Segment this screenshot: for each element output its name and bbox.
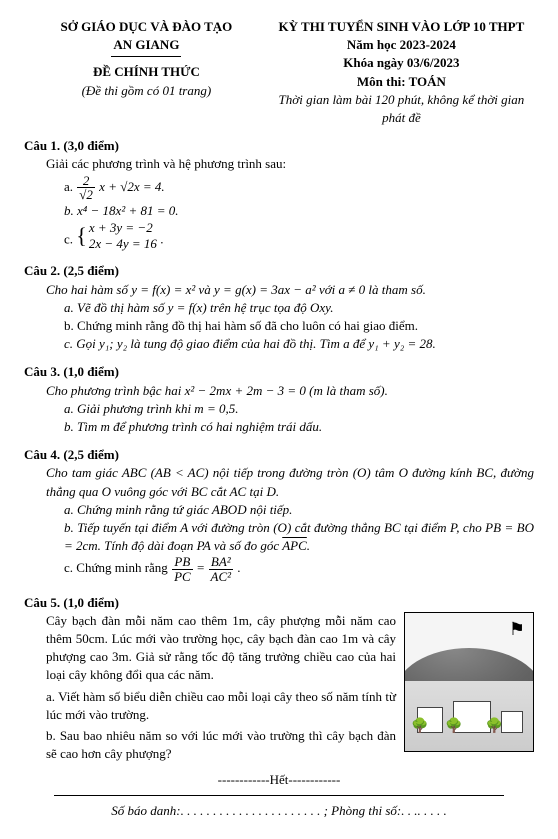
footer-right: ; Phòng thi số:. . .. . . . . <box>324 803 447 818</box>
q1-a: a. 2 √2 x + √2x = 4. <box>64 174 534 202</box>
brace-icon: { <box>76 225 87 247</box>
q4-c-f2-den: AC² <box>209 570 234 584</box>
q2-a: a. Vẽ đồ thị hàm số y = f(x) trên hệ trụ… <box>64 299 534 317</box>
tree-icon: 🌳 <box>411 717 428 737</box>
q5-text: Cây bạch đàn mỗi năm cao thêm 1m, cây ph… <box>46 612 396 764</box>
header-right: KỲ THI TUYỂN SINH VÀO LỚP 10 THPT Năm họ… <box>269 18 534 127</box>
q4-a: a. Chứng minh rằng tứ giác ABOD nội tiếp… <box>64 501 534 519</box>
q1-c-line2: 2x − 4y = 16 <box>89 236 157 251</box>
q5-wrap: Cây bạch đàn mỗi năm cao thêm 1m, cây ph… <box>24 612 534 764</box>
q4-c-f1-num: PB <box>172 555 193 570</box>
duration-line: Thời gian làm bài 120 phút, không kể thờ… <box>269 91 534 127</box>
q3-title: Câu 3. (1,0 điểm) <box>24 363 534 381</box>
school-year: Năm học 2023-2024 <box>269 36 534 54</box>
q5-p1: Cây bạch đàn mỗi năm cao thêm 1m, cây ph… <box>46 612 396 685</box>
q1-c-dot: . <box>160 231 163 246</box>
q1-a-den: √2 <box>77 188 95 202</box>
q4-title: Câu 4. (2,5 điểm) <box>24 446 534 464</box>
q5-b: b. Sau bao nhiêu năm so với lúc mới vào … <box>46 727 396 763</box>
official-line: ĐỀ CHÍNH THỨC <box>24 63 269 81</box>
q4-b-part2: . <box>307 538 310 553</box>
q2-lead: Cho hai hàm số y = f(x) = x² và y = g(x)… <box>46 281 534 299</box>
footer-divider <box>54 795 504 796</box>
q2-b: b. Chứng minh rằng đồ thị hai hàm số đã … <box>64 317 534 335</box>
q4-c-f1-den: PC <box>172 570 193 584</box>
q4-b: b. Tiếp tuyến tại điểm A với đường tròn … <box>64 519 534 555</box>
end-marker: ------------Hết------------ <box>24 771 534 789</box>
pages-line: (Đề thi gồm có 01 trang) <box>24 82 269 100</box>
q1-c-line1: x + 3y = −2 <box>89 220 153 235</box>
q4-c-prefix: c. Chứng minh rằng <box>64 560 171 575</box>
q3-a: a. Giải phương trình khi m = 0,5. <box>64 400 534 418</box>
footer-row: Số báo danh:. . . . . . . . . . . . . . … <box>24 802 534 820</box>
q1-c-lines: x + 3y = −2 2x − 4y = 16 <box>89 220 157 253</box>
q3-b: b. Tìm m để phương trình có hai nghiệm t… <box>64 418 534 436</box>
header-divider-left <box>111 56 181 57</box>
q2-c: c. Gọi y₁; y₂ là tung độ giao điểm của h… <box>64 335 534 353</box>
q4-lead: Cho tam giác ABC (AB < AC) nội tiếp tron… <box>46 464 534 500</box>
q4-c-f2-num: BA² <box>209 555 234 570</box>
q1-title: Câu 1. (3,0 điểm) <box>24 137 534 155</box>
header-left: SỞ GIÁO DỤC VÀ ĐÀO TẠO AN GIANG ĐỀ CHÍNH… <box>24 18 269 127</box>
tree-icon: 🌳 <box>445 717 462 737</box>
org-line: SỞ GIÁO DỤC VÀ ĐÀO TẠO <box>24 18 269 36</box>
q1-a-fraction: 2 √2 <box>77 174 95 202</box>
q1-c: c. { x + 3y = −2 2x − 4y = 16 . <box>64 220 534 253</box>
q1-a-prefix: a. <box>64 179 76 194</box>
q2-title: Câu 2. (2,5 điểm) <box>24 262 534 280</box>
flag-icon: ⚑ <box>509 617 525 642</box>
q4-c-frac1: PB PC <box>172 555 193 583</box>
q5-illustration: ⚑ 🌳 🌳 🌳 <box>404 612 534 752</box>
q1-c-system: { x + 3y = −2 2x − 4y = 16 <box>76 220 157 253</box>
q1-a-num: 2 <box>77 174 95 189</box>
q5-title: Câu 5. (1,0 điểm) <box>24 594 534 612</box>
footer-left: Số báo danh:. . . . . . . . . . . . . . … <box>111 803 320 818</box>
q1-c-prefix: c. <box>64 231 76 246</box>
q5-a: a. Viết hàm số biểu diễn chiều cao mỗi l… <box>46 688 396 724</box>
q4-c-suffix: . <box>237 560 240 575</box>
province-line: AN GIANG <box>24 36 269 54</box>
building-3 <box>501 711 523 733</box>
q4-c-frac2: BA² AC² <box>209 555 234 583</box>
q1-b: b. x⁴ − 18x² + 81 = 0. <box>64 202 534 220</box>
q3-lead: Cho phương trình bậc hai x² − 2mx + 2m −… <box>46 382 534 400</box>
exam-date: Khóa ngày 03/6/2023 <box>269 54 534 72</box>
subject-line: Môn thi: TOÁN <box>269 73 534 91</box>
q4-c: c. Chứng minh rằng PB PC = BA² AC² . <box>64 555 534 583</box>
q1-a-rest: x + √2x = 4. <box>99 179 164 194</box>
q1-lead: Giải các phương trình và hệ phương trình… <box>46 155 534 173</box>
exam-title: KỲ THI TUYỂN SINH VÀO LỚP 10 THPT <box>269 18 534 36</box>
q4-b-apc: APC <box>282 538 307 553</box>
exam-header: SỞ GIÁO DỤC VÀ ĐÀO TẠO AN GIANG ĐỀ CHÍNH… <box>24 18 534 127</box>
q4-c-eq: = <box>197 560 208 575</box>
tree-icon: 🌳 <box>486 717 503 737</box>
